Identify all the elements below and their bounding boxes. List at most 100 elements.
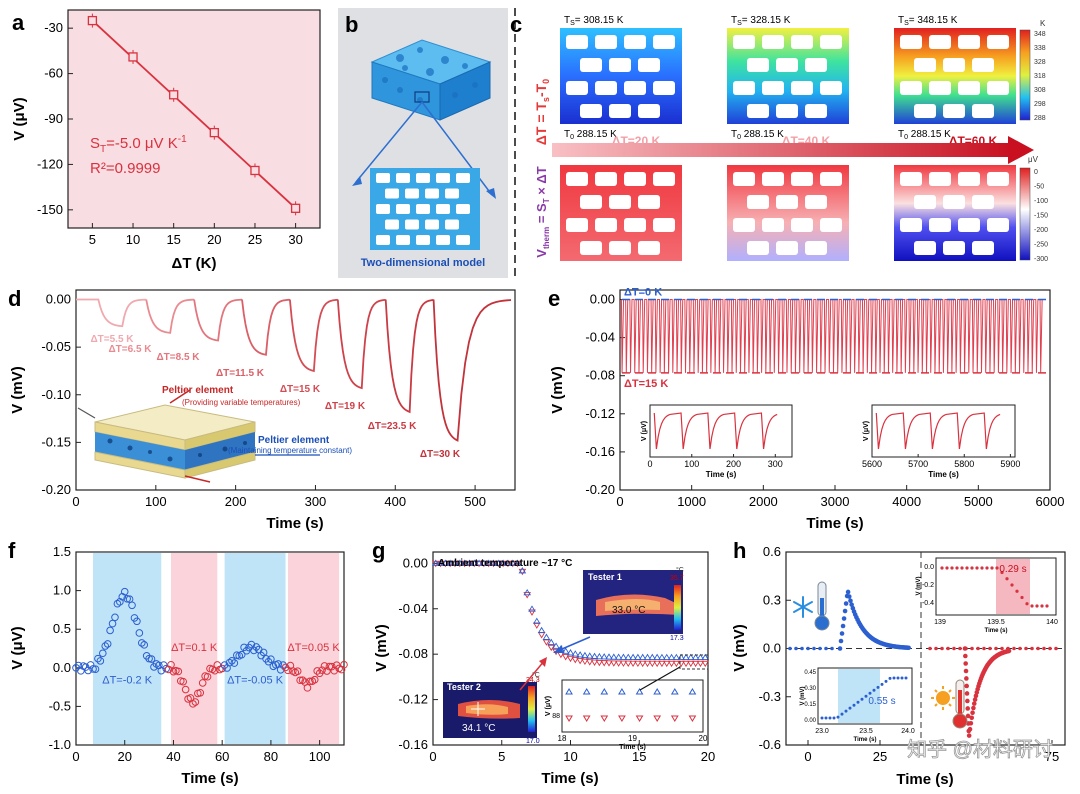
inset-hot-point (1035, 604, 1039, 608)
hot-point (969, 715, 975, 721)
h-ytick-label: -0.6 (759, 737, 781, 752)
hot-point (970, 710, 975, 716)
panel-a: a 5 10 15 20 25 30 -30 -60 -90 -120 -150 ST=-5.0 μ… (11, 9, 321, 272)
colorbar-temp-unit: K (1040, 19, 1046, 28)
pulse-label: ΔT=23.5 K (368, 421, 417, 432)
hot-baseline-point (946, 646, 950, 651)
map-pore (609, 195, 631, 209)
inset-hot-point (960, 566, 964, 570)
hot-baseline-point (1012, 646, 1016, 651)
hot-baseline-point (976, 646, 980, 651)
sun-icon (931, 686, 955, 710)
tester1-point (576, 651, 584, 658)
tester2-point (624, 660, 633, 667)
inset-cold-point (824, 716, 828, 720)
arrow-right (421, 101, 493, 196)
inset-hot-point (1015, 589, 1019, 593)
data-point (259, 648, 268, 657)
model-pore (416, 204, 430, 214)
map-pore (566, 172, 588, 186)
cold-baseline-point (800, 646, 804, 651)
inset-cold-point (868, 691, 872, 695)
hot-baseline-point (934, 646, 938, 651)
map-pore (900, 35, 922, 49)
tester1-point (658, 653, 666, 661)
inset-ytick-label: 88 (552, 713, 560, 720)
map-pore (972, 58, 994, 72)
tester2-point (687, 660, 695, 668)
tester2-point (547, 644, 556, 652)
tester1-point (451, 559, 459, 566)
model-pore (416, 235, 430, 245)
tester1-point (465, 559, 474, 566)
map-pore (972, 195, 994, 209)
e-xtick-label: 5000 (964, 494, 993, 509)
data-point (140, 641, 149, 649)
inset-frame (561, 679, 704, 733)
map-pore (900, 218, 922, 232)
marks-d: ΔT=5.5 KΔT=6.5 K ΔT=8.5 K ΔT=11.5 K ΔT=15 K… (76, 298, 512, 460)
a-ytick-label: -120 (37, 156, 63, 171)
ambient-label: Ambient temperature ~17 °C (438, 558, 572, 569)
map-pore (958, 81, 980, 95)
tester1-point (456, 559, 464, 566)
colorbar-volt-tick: -300 (1034, 256, 1048, 263)
t0-label: T0 288.15 K (731, 129, 784, 141)
a-xtick-label: 15 (166, 232, 180, 247)
tester1-point (614, 653, 623, 660)
peltier-illustration (77, 389, 320, 483)
cold-point (839, 631, 845, 636)
data-point (94, 654, 102, 663)
data-point (181, 685, 190, 694)
tester2-point (581, 658, 589, 666)
tester2-point (484, 560, 493, 568)
marks-e: ΔT=0 K ΔT=15 K (620, 287, 1048, 390)
data-point (91, 665, 100, 673)
arrowhead-left (352, 176, 362, 186)
tester1-point (581, 651, 589, 659)
panel-letter-h: h (733, 538, 746, 563)
panel-letter-g: g (372, 538, 385, 563)
tester1-point (682, 653, 690, 661)
d-ytick-label: -0.05 (41, 339, 71, 354)
data-point (230, 659, 239, 667)
data-point (340, 660, 348, 669)
map-pore (733, 81, 755, 95)
region-label: ΔT=-0.05 K (227, 675, 284, 687)
e-ytick-label: -0.04 (585, 330, 615, 345)
tester1-point (431, 559, 440, 566)
inset-tester2-point (635, 715, 644, 722)
map-pore (762, 35, 784, 49)
data-point (103, 640, 112, 648)
colorbar-volt-tick: -200 (1034, 227, 1048, 234)
pulse-label: ΔT=15 K (280, 384, 321, 395)
watermark: 知乎 @材料研讨 (907, 738, 1053, 761)
inset-xtick-label: 300 (768, 459, 783, 469)
map-pore (943, 58, 965, 72)
inset-cold-ylabel: V (mV) (800, 686, 806, 705)
inset-hot-point (1005, 577, 1009, 581)
map-pore (958, 35, 980, 49)
map-pore (805, 58, 827, 72)
colorbar-volt-tick: -50 (1034, 184, 1044, 191)
pulse-trace (432, 299, 512, 442)
e-xtick-label: 4000 (892, 494, 921, 509)
panel-letter-f: f (8, 538, 16, 563)
panel-letter-d: d (8, 286, 21, 311)
tester1-point (518, 567, 527, 574)
data-point (296, 676, 304, 685)
inset-cold-point (896, 676, 900, 680)
inset-cold-point (856, 700, 860, 704)
cold-point (846, 594, 852, 599)
map-pore (914, 195, 936, 209)
inset-cold-point (884, 679, 888, 683)
cold-baseline-point (818, 646, 822, 651)
map-pore (595, 81, 617, 95)
tester1-point (566, 649, 575, 656)
peltier2-title: Peltier element (258, 435, 330, 446)
inset-cold-point (836, 715, 840, 719)
map-pore (958, 218, 980, 232)
region-label: ΔT=0.1 K (171, 642, 218, 654)
colorbar-volt-tick: -100 (1034, 198, 1048, 205)
inset-tester1-point (688, 688, 697, 695)
